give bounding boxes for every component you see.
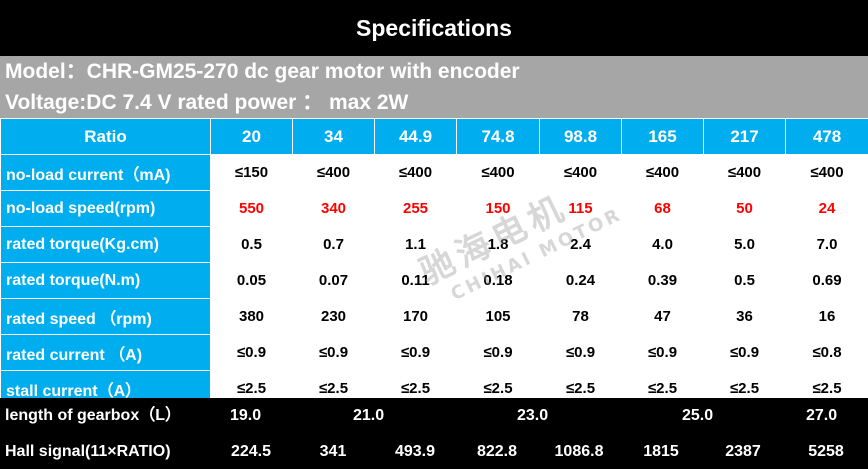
ratio-value: 217 xyxy=(703,118,786,155)
spec-row: no-load current（mA) ≤150 ≤400 ≤400 ≤400 ≤400 ≤… xyxy=(0,154,868,191)
ratio-value: 165 xyxy=(621,118,704,155)
spec-value: ≤150 xyxy=(210,154,293,191)
spec-value: 0.05 xyxy=(210,262,293,299)
spec-value: 0.24 xyxy=(539,262,622,299)
gearbox-label: length of gearbox（L） xyxy=(5,407,182,424)
spec-value: 0.18 xyxy=(456,262,540,299)
spec-value: 0.5 xyxy=(210,226,293,263)
spec-value: 7.0 xyxy=(785,226,868,263)
spec-row: rated torque(N.m) 0.05 0.07 0.11 0.18 0.24 0.3… xyxy=(0,262,868,299)
spec-value: 47 xyxy=(621,298,704,335)
spec-value: 170 xyxy=(374,298,457,335)
spec-row: rated current （A) ≤0.9 ≤0.9 ≤0.9 ≤0.9 ≤0.9 ≤0.… xyxy=(0,334,868,371)
hall-signal-row: Hall signal(11×RATIO) 224.5 341 493.9 822.8 1… xyxy=(0,434,868,469)
spec-value: 105 xyxy=(456,298,540,335)
spec-value: 0.7 xyxy=(292,226,375,263)
spec-value: 550 xyxy=(210,190,293,227)
gearbox-value: 21.0 xyxy=(353,407,385,424)
gearbox-value: 25.0 xyxy=(682,407,714,424)
spec-value: ≤400 xyxy=(621,154,704,191)
spec-value: 68 xyxy=(621,190,704,227)
hall-value: 1815 xyxy=(643,443,679,460)
spec-value: ≤400 xyxy=(785,154,868,191)
spec-value: ≤0.9 xyxy=(210,334,293,371)
spec-value: 0.39 xyxy=(621,262,704,299)
ratio-value: 20 xyxy=(210,118,293,155)
gearbox-length-row: length of gearbox（L） 19.0 21.0 23.0 25.0 27.0 xyxy=(0,398,868,433)
spec-value: 1.8 xyxy=(456,226,540,263)
gearbox-value: 27.0 xyxy=(806,407,838,424)
spec-value: 2.4 xyxy=(539,226,622,263)
spec-value: 255 xyxy=(374,190,457,227)
model-line: Model：CHR-GM25-270 dc gear motor with en… xyxy=(5,60,520,83)
spec-value: 4.0 xyxy=(621,226,704,263)
row-label: no-load current（mA) xyxy=(0,154,211,191)
hall-value: 224.5 xyxy=(230,443,272,460)
spec-value: 380 xyxy=(210,298,293,335)
spec-value: 230 xyxy=(292,298,375,335)
spec-value: ≤0.8 xyxy=(785,334,868,371)
spec-value: ≤400 xyxy=(703,154,786,191)
hall-value: 341 xyxy=(319,443,347,460)
spec-value: ≤0.9 xyxy=(456,334,540,371)
spec-value: ≤400 xyxy=(456,154,540,191)
spec-value: ≤400 xyxy=(292,154,375,191)
spec-value: 0.69 xyxy=(785,262,868,299)
gearbox-value: 19.0 xyxy=(230,407,262,424)
spec-value: 1.1 xyxy=(374,226,457,263)
gearbox-value: 23.0 xyxy=(517,407,549,424)
hall-value: 822.8 xyxy=(476,443,518,460)
spec-value: ≤0.9 xyxy=(539,334,622,371)
spec-value: 5.0 xyxy=(703,226,786,263)
spec-value: 78 xyxy=(539,298,622,335)
spec-table: Ratio 20 34 44.9 74.8 98.8 165 217 478 no-load cu… xyxy=(0,118,868,407)
spec-value: 0.07 xyxy=(292,262,375,299)
spec-value: ≤400 xyxy=(374,154,457,191)
spec-value: 36 xyxy=(703,298,786,335)
spec-value: 24 xyxy=(785,190,868,227)
ratio-value: 44.9 xyxy=(374,118,457,155)
spec-value: 115 xyxy=(539,190,622,227)
hall-value: 1086.8 xyxy=(554,443,604,460)
ratio-value: 74.8 xyxy=(456,118,540,155)
ratio-label: Ratio xyxy=(0,118,211,155)
ratio-value: 98.8 xyxy=(539,118,622,155)
spec-row: rated torque(Kg.cm) 0.5 0.7 1.1 1.8 2.4 4.0 5.0… xyxy=(0,226,868,263)
spec-value: ≤0.9 xyxy=(292,334,375,371)
hall-value: 493.9 xyxy=(394,443,436,460)
ratio-header-row: Ratio 20 34 44.9 74.8 98.8 165 217 478 xyxy=(0,118,868,155)
spec-value: ≤400 xyxy=(539,154,622,191)
hall-label: Hall signal(11×RATIO) xyxy=(5,443,171,460)
row-label: rated speed （rpm) xyxy=(0,298,211,335)
row-label: rated torque(Kg.cm) xyxy=(0,226,211,263)
spec-value: 0.5 xyxy=(703,262,786,299)
row-label: rated torque(N.m) xyxy=(0,262,211,299)
spec-value: ≤0.9 xyxy=(621,334,704,371)
row-label: rated current （A) xyxy=(0,334,211,371)
spec-row: rated speed （rpm) 380 230 170 105 78 47 36 16 xyxy=(0,298,868,335)
page-title: Specifications xyxy=(0,0,868,56)
hall-value: 2387 xyxy=(725,443,761,460)
model-info-band: Model：CHR-GM25-270 dc gear motor with en… xyxy=(0,56,868,118)
spec-value: 150 xyxy=(456,190,540,227)
spec-value: 0.11 xyxy=(374,262,457,299)
spec-value: 16 xyxy=(785,298,868,335)
spec-row: no-load speed(rpm) 550 340 255 150 115 68 50 24 xyxy=(0,190,868,227)
row-label: no-load speed(rpm) xyxy=(0,190,211,227)
ratio-value: 478 xyxy=(785,118,868,155)
spec-value: 340 xyxy=(292,190,375,227)
ratio-value: 34 xyxy=(292,118,375,155)
hall-value: 5258 xyxy=(808,443,844,460)
spec-value: ≤0.9 xyxy=(703,334,786,371)
spec-value: ≤0.9 xyxy=(374,334,457,371)
voltage-line: Voltage:DC 7.4 V rated power ： max 2W xyxy=(5,91,409,114)
spec-value: 50 xyxy=(703,190,786,227)
